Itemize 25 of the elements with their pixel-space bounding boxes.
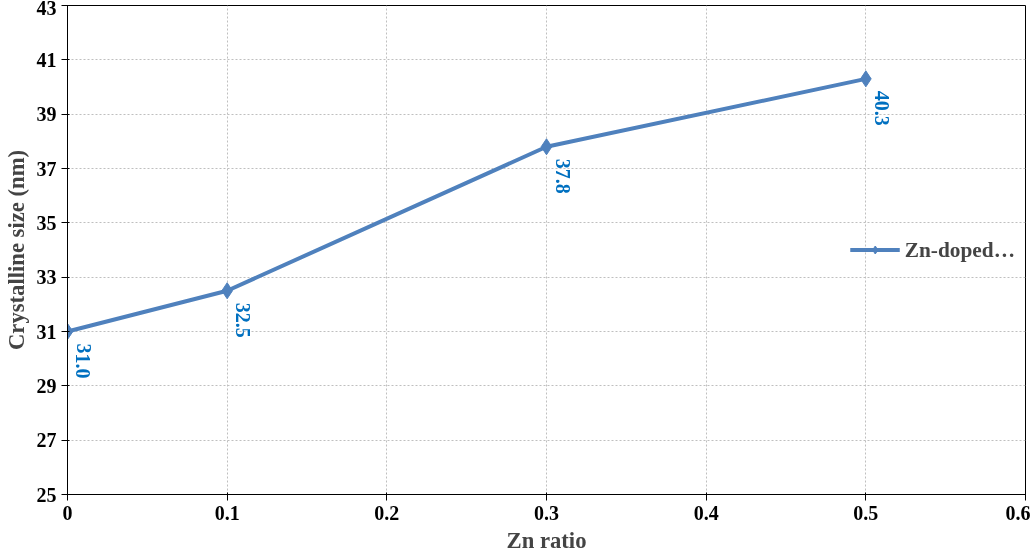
x-tick-label: 0.3 [534,501,559,524]
y-axis-title: Crystalline size (nm) [3,149,29,351]
legend-label: Zn-doped… [904,237,1015,262]
x-tick-label: 0.5 [853,501,879,524]
x-tick-label: 0.6 [1005,501,1031,524]
text: 32.5 [232,302,255,338]
y-tick-label: 43 [36,0,57,19]
y-tick-label: 33 [36,266,57,289]
y-tick-label: 37 [36,157,57,180]
x-axis-title: Zn ratio [506,527,587,553]
y-tick-label: 31 [36,320,57,343]
x-tick-label: 0.4 [693,501,719,524]
y-tick-label: 39 [36,103,57,126]
text: 31.0 [72,343,95,379]
x-tick-label: 0 [62,501,73,524]
x-tick-label: 0.2 [374,501,400,524]
point [540,138,553,156]
text: 40.3 [870,90,893,126]
y-tick-label: 35 [36,211,57,234]
x-tick-label: 0.1 [214,501,240,524]
y-tick-label: 29 [36,374,57,397]
y-tick-label: 25 [36,483,57,506]
y-tick-label: 41 [36,48,57,71]
y-tick-label: 27 [36,429,57,452]
text: 37.8 [551,158,574,194]
